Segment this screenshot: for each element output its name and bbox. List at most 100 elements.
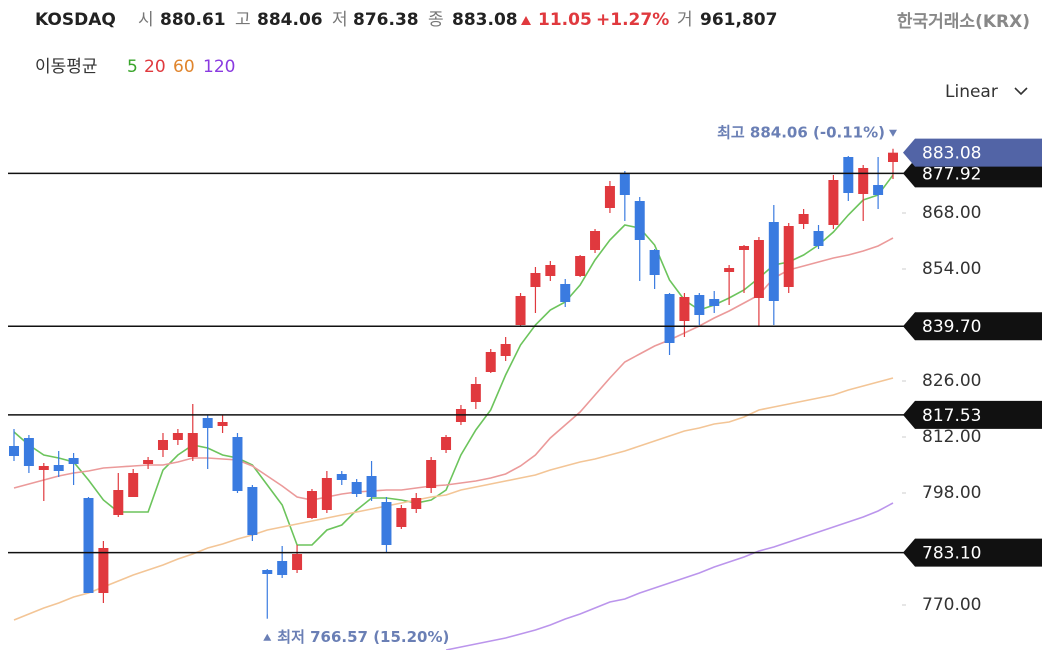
candle-body xyxy=(709,299,720,306)
low-marker xyxy=(263,633,272,641)
candle-body xyxy=(664,294,675,343)
candle-body xyxy=(232,437,243,491)
candle-body xyxy=(217,422,228,426)
candle-body xyxy=(500,344,511,356)
candle-body xyxy=(411,498,422,509)
candle-body xyxy=(381,502,392,545)
candle-body xyxy=(813,231,824,246)
candle-body xyxy=(798,214,809,224)
candle-body xyxy=(172,433,183,440)
y-tick-label: 868.00 xyxy=(922,203,981,223)
candle-body xyxy=(560,284,571,302)
ma-title: 이동평균 xyxy=(35,57,98,77)
candle-body xyxy=(336,474,347,480)
ma-legend-item: 20 xyxy=(144,57,166,77)
candle-body xyxy=(143,460,154,464)
candle-body xyxy=(262,570,273,574)
candle-body xyxy=(68,458,79,464)
candle-body xyxy=(634,201,645,240)
candle-body xyxy=(187,433,198,457)
close-label: 종 xyxy=(428,10,444,30)
price-tag xyxy=(903,538,1042,567)
ma-line xyxy=(445,502,894,650)
source: 한국거래소(KRX) xyxy=(897,12,1030,32)
candle-body xyxy=(485,352,496,372)
chevron[interactable] xyxy=(1014,87,1028,96)
candle-body xyxy=(694,295,705,315)
price-tag-label: 783.10 xyxy=(922,544,981,564)
candle-body xyxy=(441,437,452,450)
candle-body xyxy=(321,478,332,510)
up-arrow xyxy=(521,16,531,25)
candle-body xyxy=(575,256,586,276)
ma-legend-item: 60 xyxy=(173,57,195,77)
high-label: 고 xyxy=(235,10,251,30)
candle-body xyxy=(157,440,168,450)
volume-label: 거 xyxy=(677,10,693,30)
candle-body xyxy=(843,157,854,193)
candle-body xyxy=(247,487,258,535)
low-label: 저 xyxy=(332,10,348,30)
candle-body xyxy=(739,246,750,250)
candle-body xyxy=(619,173,630,195)
candle-body xyxy=(277,561,288,575)
candle-body xyxy=(590,231,601,250)
candle-body xyxy=(783,226,794,287)
candle-body xyxy=(545,265,556,276)
candle-body xyxy=(530,273,541,287)
price-tag-label: 839.70 xyxy=(922,317,981,337)
high-marker xyxy=(889,129,897,137)
candle-body xyxy=(858,168,869,194)
candle-body xyxy=(753,240,764,298)
close-value: 883.08 xyxy=(452,10,518,30)
volume-value: 961,807 xyxy=(700,10,777,30)
candle-body xyxy=(53,465,64,471)
price-tag xyxy=(903,400,1042,429)
ma-line xyxy=(13,377,894,621)
candle-body xyxy=(366,476,377,497)
price-tag-label: 877.92 xyxy=(922,164,981,184)
candle-body xyxy=(23,438,34,466)
scale-menu[interactable]: Linear xyxy=(945,82,998,102)
candle-body xyxy=(306,491,317,518)
ma-legend-item: 5 xyxy=(127,57,138,77)
candle-body xyxy=(604,186,615,208)
candle-body xyxy=(724,268,735,272)
ma-line xyxy=(13,174,894,546)
y-tick-label: 798.00 xyxy=(922,483,981,503)
candle-body xyxy=(873,185,884,195)
candle-body xyxy=(98,548,109,593)
ma-legend-item: 120 xyxy=(203,57,235,77)
candle-body xyxy=(768,222,779,301)
candle-body xyxy=(679,297,690,321)
candle-body xyxy=(351,482,362,494)
ma-line xyxy=(13,237,894,501)
change: 11.05 xyxy=(538,10,592,30)
open-value: 880.61 xyxy=(160,10,226,30)
change-pct: +1.27% xyxy=(596,10,669,30)
candle-body xyxy=(292,554,303,570)
y-tick-label: 826.00 xyxy=(922,371,981,391)
open-label: 시 xyxy=(138,10,154,30)
candle-body xyxy=(113,490,124,515)
candle-body xyxy=(202,418,213,428)
candle-body xyxy=(38,466,49,470)
candle-body xyxy=(888,152,898,162)
candle-body xyxy=(128,473,139,497)
price-tag xyxy=(903,138,1042,167)
candle-body xyxy=(83,498,94,593)
price-tag-label: 817.53 xyxy=(922,406,981,426)
price-tag xyxy=(903,312,1042,341)
y-tick-label: 854.00 xyxy=(922,259,981,279)
candle-body xyxy=(426,460,437,488)
symbol: KOSDAQ xyxy=(35,10,116,30)
y-tick-label: 812.00 xyxy=(922,427,981,447)
high-annotation: 최고 884.06 (-0.11%) xyxy=(717,123,885,141)
price-tag-label: 883.08 xyxy=(922,144,981,164)
candle-body xyxy=(649,250,660,275)
candle-body xyxy=(470,384,481,402)
candle-body xyxy=(828,180,839,225)
high-value: 884.06 xyxy=(257,10,323,30)
candle-body xyxy=(9,446,19,456)
y-tick-label: 770.00 xyxy=(922,595,981,615)
